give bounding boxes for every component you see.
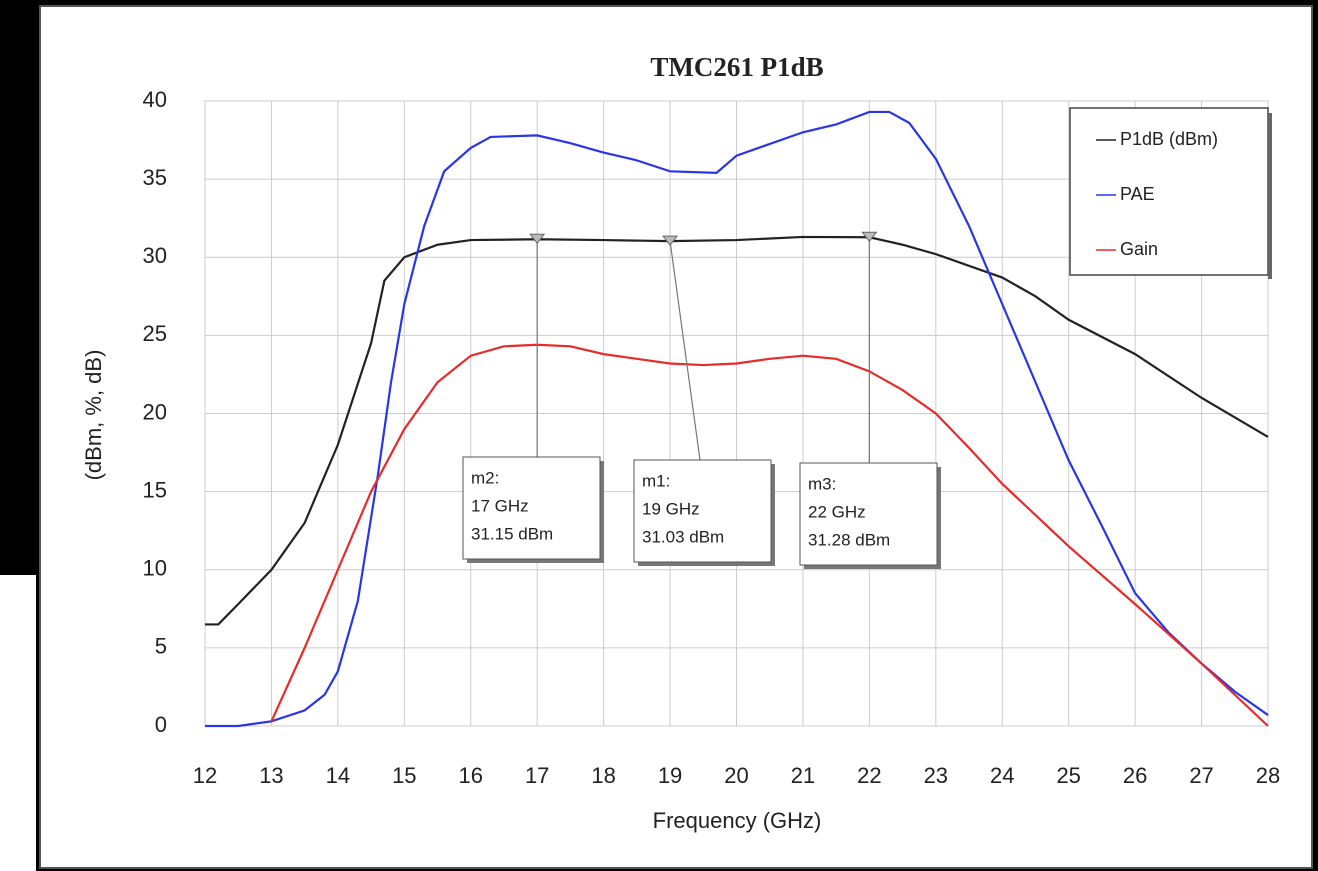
x-tick-label: 27 xyxy=(1189,763,1213,788)
chart-title: TMC261 P1dB xyxy=(650,52,823,82)
x-tick-label: 12 xyxy=(193,763,217,788)
y-tick-label: 40 xyxy=(143,87,167,112)
marker xyxy=(529,233,546,245)
marker-label: 22 GHz xyxy=(808,502,866,521)
y-tick-label: 25 xyxy=(143,321,167,346)
y-tick-label: 5 xyxy=(155,634,167,659)
x-tick-label: 14 xyxy=(326,763,350,788)
marker-label: 31.15 dBm xyxy=(471,524,553,543)
x-tick-label: 28 xyxy=(1256,763,1280,788)
x-tick-label: 13 xyxy=(259,763,283,788)
marker-box xyxy=(633,459,772,563)
marker-label: 19 GHz xyxy=(642,499,700,518)
legend-label: Gain xyxy=(1120,239,1158,259)
marker-label: m3: xyxy=(808,474,836,493)
legend-shadow xyxy=(1268,113,1272,279)
line-series xyxy=(270,343,1269,727)
x-tick-label: 16 xyxy=(459,763,483,788)
y-axis-label: (dBm, %, dB) xyxy=(81,350,106,481)
marker-leader xyxy=(669,241,701,461)
y-tick-label: 20 xyxy=(143,399,167,424)
x-tick-label: 21 xyxy=(791,763,815,788)
line-series xyxy=(205,110,1269,728)
marker xyxy=(662,235,679,246)
marker xyxy=(861,231,878,243)
marker-label: 31.28 dBm xyxy=(808,530,890,549)
y-tick-label: 0 xyxy=(155,712,167,737)
y-tick-label: 35 xyxy=(143,165,167,190)
x-axis-label: Frequency (GHz) xyxy=(653,808,822,833)
y-tick-label: 30 xyxy=(143,243,167,268)
x-tick-label: 19 xyxy=(658,763,682,788)
x-tick-label: 24 xyxy=(990,763,1014,788)
x-tick-label: 17 xyxy=(525,763,549,788)
legend-box xyxy=(1069,107,1269,276)
marker-label: m1: xyxy=(642,471,670,490)
x-tick-label: 15 xyxy=(392,763,416,788)
x-tick-label: 20 xyxy=(724,763,748,788)
legend-label: PAE xyxy=(1120,184,1155,204)
marker-box xyxy=(799,462,938,566)
x-tick-label: 25 xyxy=(1056,763,1080,788)
legend-label: P1dB (dBm) xyxy=(1120,129,1218,149)
x-tick-label: 18 xyxy=(591,763,615,788)
x-tick-label: 26 xyxy=(1123,763,1147,788)
y-tick-label: 10 xyxy=(143,556,167,581)
marker-label: m2: xyxy=(471,468,499,487)
x-tick-label: 22 xyxy=(857,763,881,788)
marker-label: 31.03 dBm xyxy=(642,527,724,546)
line-series xyxy=(205,235,1269,626)
marker-box xyxy=(462,456,601,560)
y-tick-label: 15 xyxy=(143,477,167,502)
marker-label: 17 GHz xyxy=(471,496,529,515)
x-tick-label: 23 xyxy=(924,763,948,788)
side-panel xyxy=(0,575,36,871)
